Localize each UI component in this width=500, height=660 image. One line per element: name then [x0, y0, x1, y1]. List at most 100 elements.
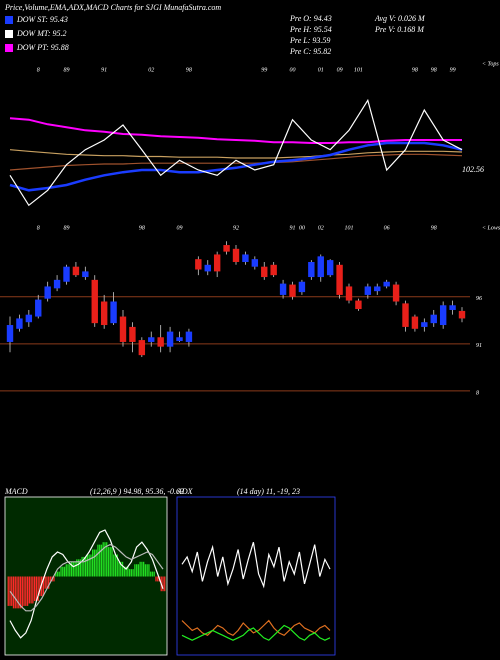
info-label: Avg V: 0.026 M	[374, 14, 426, 23]
candle-body	[270, 264, 277, 276]
date-label: 89	[64, 225, 70, 231]
date-label: 98	[186, 67, 192, 73]
candle-body	[148, 337, 155, 342]
date-label: 91	[290, 225, 296, 231]
candle-body	[326, 260, 334, 276]
candle-body	[449, 305, 456, 310]
info-label: Pre O: 94.43	[289, 14, 332, 23]
candle-body	[63, 266, 70, 282]
legend-label: DOW MT: 95.2	[16, 29, 67, 38]
date-label: 98	[431, 225, 437, 231]
date-label: 101	[354, 67, 363, 73]
candle-body	[25, 314, 33, 323]
candle-body	[195, 259, 202, 270]
candle-body	[458, 310, 466, 319]
info-label: Pre L: 93.59	[289, 36, 330, 45]
date-label: 00	[290, 67, 296, 73]
date-label: 02	[318, 225, 324, 231]
date-label: 98	[412, 67, 418, 73]
series-line	[9, 141, 463, 192]
candle-body	[82, 271, 89, 278]
date-label: 98	[431, 67, 437, 73]
series-line	[181, 624, 331, 641]
panel-subtitle: (14 day) 11, -19, 23	[237, 487, 300, 496]
candle-body	[53, 279, 61, 289]
candle-body	[402, 303, 409, 327]
legend-swatch	[5, 44, 13, 52]
series-line	[181, 619, 331, 637]
candle-body	[166, 331, 174, 347]
candle-body	[261, 266, 268, 278]
date-label: 99	[450, 67, 456, 73]
candle-body	[176, 337, 183, 342]
series-line	[9, 117, 462, 144]
date-label: 89	[64, 67, 70, 73]
candle-body	[91, 279, 98, 324]
y-tick-label: 8	[476, 390, 479, 396]
panel-title: MACD	[4, 487, 28, 496]
date-label: 01	[318, 67, 324, 73]
panel-subtitle: (12,26,9 ) 94.98, 95.36, -0.63	[90, 487, 184, 496]
candle-body	[44, 286, 51, 299]
series-line	[9, 98, 463, 207]
date-label: 92	[233, 225, 239, 231]
date-label: 09	[177, 225, 183, 231]
series-line	[9, 543, 164, 612]
candle-body	[16, 318, 23, 329]
candle-body	[374, 286, 381, 292]
y-tick-label: 96	[476, 296, 482, 302]
candle-body	[439, 305, 447, 326]
candle-body	[336, 264, 343, 295]
candle-body	[223, 245, 230, 252]
candle-body	[355, 300, 362, 310]
date-label: 09	[337, 67, 343, 73]
candle-body	[242, 254, 249, 262]
candle-body	[35, 299, 42, 317]
candle-body	[364, 286, 372, 295]
candle-body	[421, 322, 428, 327]
date-label: 8	[37, 225, 40, 231]
candle-body	[392, 284, 400, 302]
legend-label: DOW PT: 95.88	[16, 43, 69, 52]
date-label: 8	[37, 67, 40, 73]
series-line	[181, 542, 331, 589]
legend-swatch	[5, 30, 13, 38]
candle-body	[308, 261, 315, 278]
annotation: < Lows	[482, 225, 500, 231]
annotation: 102.56	[462, 165, 484, 174]
candle-body	[100, 301, 108, 326]
candle-body	[251, 259, 259, 267]
candle-body	[232, 248, 240, 262]
candle-body	[383, 281, 390, 287]
date-label: 91	[101, 67, 107, 73]
page-title: Price,Volume,EMA,ADX,MACD Charts for SJG…	[4, 3, 221, 12]
panel-title: ADX	[176, 487, 194, 496]
candle-body	[411, 316, 419, 329]
candle-body	[129, 326, 136, 342]
candle-body	[6, 325, 14, 342]
candle-body	[72, 266, 80, 276]
candle-body	[345, 286, 353, 301]
candle-body	[157, 337, 164, 347]
info-label: Pre V: 0.168 M	[374, 25, 425, 34]
candle-body	[298, 281, 306, 293]
date-label: 98	[139, 225, 145, 231]
candle-body	[204, 264, 211, 272]
candle-body	[110, 301, 117, 324]
candle-body	[279, 283, 287, 295]
date-label: 101	[345, 225, 354, 231]
legend-label: DOW ST: 95.43	[16, 15, 68, 24]
annotation: < Tops	[482, 61, 499, 67]
y-tick-label: 91	[476, 343, 482, 349]
series-line	[9, 153, 463, 171]
candle-body	[289, 284, 296, 297]
date-label: 06	[384, 225, 390, 231]
legend-swatch	[5, 16, 13, 24]
candle-body	[185, 331, 193, 342]
series-line	[9, 149, 463, 159]
candle-body	[213, 254, 221, 272]
date-label: 00	[299, 225, 305, 231]
info-label: Pre C: 95.82	[289, 47, 331, 56]
candle-body	[317, 256, 324, 278]
